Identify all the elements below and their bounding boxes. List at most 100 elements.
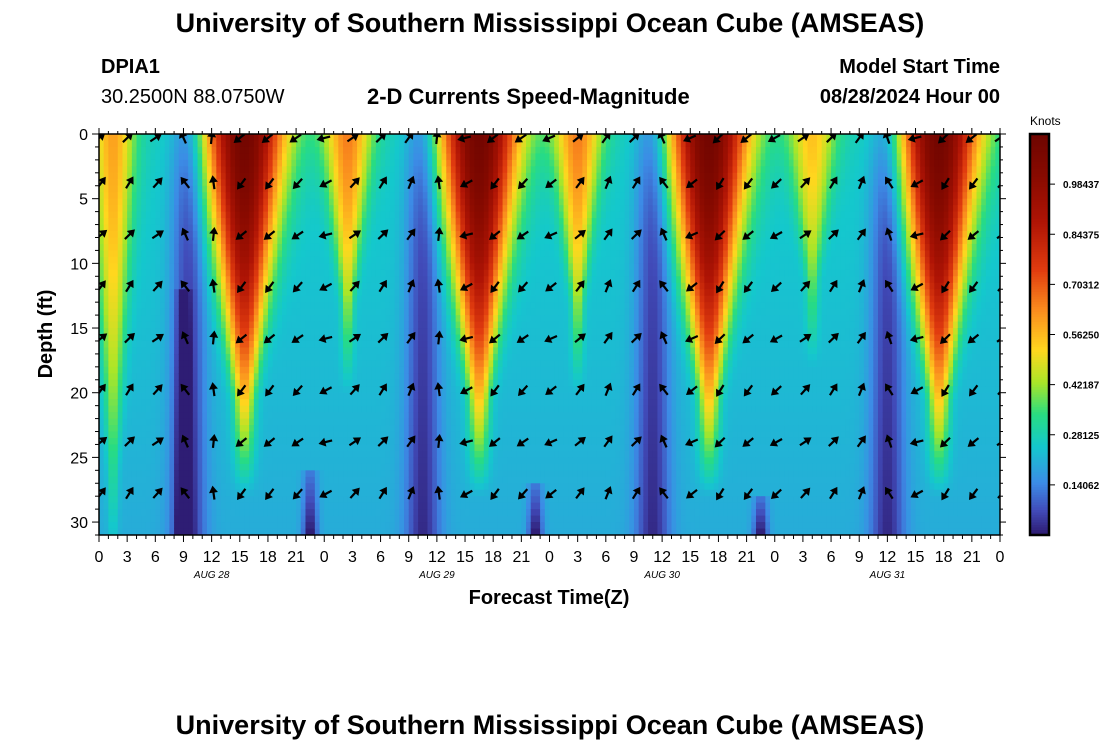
heatmap-cell xyxy=(282,269,288,277)
heatmap-cell xyxy=(347,373,353,381)
heatmap-cell xyxy=(211,340,217,349)
heatmap-cell xyxy=(122,450,128,458)
heatmap-cell xyxy=(197,185,203,193)
heatmap-cell xyxy=(282,224,288,232)
heatmap-cell xyxy=(230,360,236,368)
heatmap-cell xyxy=(427,340,433,349)
heatmap-cell xyxy=(432,276,438,284)
heatmap-cell xyxy=(418,263,424,271)
heatmap-cell xyxy=(221,231,227,239)
heatmap-cell xyxy=(296,172,302,180)
heatmap-cell xyxy=(375,334,382,342)
heatmap-cell xyxy=(460,185,466,193)
heatmap-cell xyxy=(230,289,236,297)
heatmap-cell xyxy=(436,302,443,310)
heatmap-cell xyxy=(300,334,307,342)
heatmap-cell xyxy=(272,379,278,387)
heatmap-cell xyxy=(432,192,438,200)
heatmap-cell xyxy=(150,153,156,161)
heatmap-cell xyxy=(113,418,119,426)
heatmap-cell xyxy=(366,231,372,239)
heatmap-cell xyxy=(375,483,382,491)
heatmap-cell xyxy=(371,153,377,161)
heatmap-cell xyxy=(211,463,217,471)
heatmap-cell xyxy=(389,496,396,504)
heatmap-cell xyxy=(113,185,119,193)
heatmap-cell xyxy=(216,522,222,530)
heatmap-cell xyxy=(366,450,372,458)
heatmap-cell xyxy=(160,412,166,420)
heatmap-cell xyxy=(314,457,321,465)
heatmap-cell xyxy=(371,172,377,180)
heatmap-cell xyxy=(399,334,405,342)
heatmap-cell xyxy=(272,250,278,258)
heatmap-cell xyxy=(422,218,429,226)
heatmap-cell xyxy=(169,315,175,323)
heatmap-cell xyxy=(399,425,405,433)
heatmap-cell xyxy=(117,373,124,381)
heatmap-cell xyxy=(272,224,278,232)
heatmap-cell xyxy=(136,146,142,155)
heatmap-cell xyxy=(310,425,316,433)
heatmap-cell xyxy=(413,211,419,219)
heatmap-cell xyxy=(343,328,349,336)
heatmap-cell xyxy=(375,373,382,381)
heatmap-cell xyxy=(160,224,166,232)
heatmap-cell xyxy=(310,302,316,310)
heatmap-cell xyxy=(113,172,119,180)
heatmap-cell xyxy=(221,483,227,491)
heatmap-cell xyxy=(202,315,208,323)
heatmap-cell xyxy=(399,328,405,336)
heatmap-cell xyxy=(253,347,260,355)
heatmap-cell xyxy=(282,366,288,374)
heatmap-cell xyxy=(394,457,400,465)
heatmap-cell xyxy=(136,243,142,252)
heatmap-cell xyxy=(446,192,452,200)
heatmap-cell xyxy=(427,237,433,245)
heatmap-cell xyxy=(230,522,236,530)
heatmap-cell xyxy=(333,450,339,458)
heatmap-cell xyxy=(324,470,330,478)
heatmap-cell xyxy=(446,444,452,452)
heatmap-cell xyxy=(239,509,246,517)
heatmap-cell xyxy=(469,224,476,232)
heatmap-cell xyxy=(117,211,124,219)
heatmap-cell xyxy=(263,425,269,433)
heatmap-cell xyxy=(253,463,260,471)
heatmap-cell xyxy=(258,308,264,316)
heatmap-cell xyxy=(460,243,466,252)
heatmap-cell xyxy=(366,328,372,336)
heatmap-cell xyxy=(455,340,461,349)
heatmap-cell xyxy=(389,153,396,161)
heatmap-cell xyxy=(136,256,142,264)
heatmap-cell xyxy=(263,450,269,458)
heatmap-cell xyxy=(432,347,438,355)
heatmap-cell xyxy=(197,483,203,491)
heatmap-cell xyxy=(352,502,358,510)
heatmap-cell xyxy=(169,211,175,219)
heatmap-cell xyxy=(117,431,124,439)
heatmap-cell xyxy=(277,405,283,413)
heatmap-cell xyxy=(108,172,114,180)
heatmap-cell xyxy=(333,366,339,374)
heatmap-cell xyxy=(244,425,250,433)
heatmap-cell xyxy=(160,302,166,310)
heatmap-cell xyxy=(206,373,213,381)
heatmap-cell xyxy=(408,502,415,510)
heatmap-cell xyxy=(127,185,133,193)
heatmap-cell xyxy=(394,334,400,342)
heatmap-cell xyxy=(296,146,302,155)
heatmap-cell xyxy=(469,269,476,277)
heatmap-cell xyxy=(164,282,170,290)
heatmap-cell xyxy=(469,218,476,226)
heatmap-cell xyxy=(352,153,358,161)
heatmap-cell xyxy=(455,392,461,400)
heatmap-cell xyxy=(113,308,119,316)
heatmap-cell xyxy=(450,282,457,290)
heatmap-cell xyxy=(235,522,241,530)
heatmap-cell xyxy=(300,146,307,155)
heatmap-cell xyxy=(244,405,250,413)
heatmap-cell xyxy=(235,198,241,206)
heatmap-cell xyxy=(225,392,231,400)
heatmap-cell xyxy=(352,470,358,478)
